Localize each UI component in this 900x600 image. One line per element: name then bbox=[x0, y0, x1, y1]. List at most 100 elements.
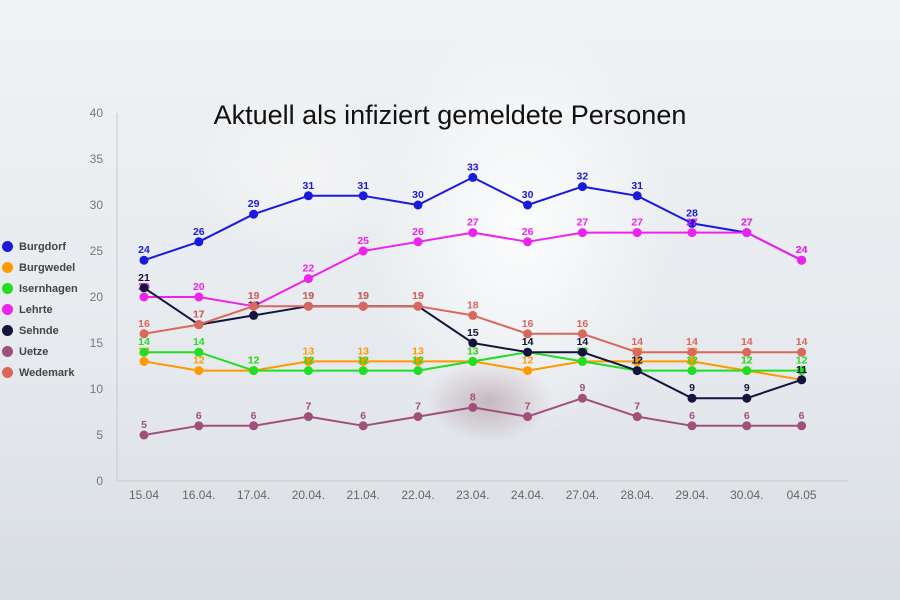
data-label-wedemark: 17 bbox=[193, 309, 205, 321]
data-label-sehnde: 19 bbox=[303, 290, 315, 302]
data-point-sehnde bbox=[523, 347, 533, 357]
x-tick-label: 21.04. bbox=[347, 488, 380, 502]
chart-title: Aktuell als infiziert gemeldete Personen bbox=[213, 100, 687, 130]
data-point-burgwedel bbox=[194, 366, 204, 376]
data-point-burgdorf bbox=[358, 191, 368, 201]
data-label-burgdorf: 26 bbox=[193, 226, 205, 238]
data-point-lehrte bbox=[303, 274, 313, 284]
data-point-wedemark bbox=[249, 301, 259, 311]
data-point-wedemark bbox=[797, 347, 807, 357]
x-tick-label: 04.05 bbox=[787, 488, 817, 502]
data-label-burgwedel: 13 bbox=[303, 345, 315, 357]
data-point-lehrte bbox=[742, 228, 752, 238]
data-point-lehrte bbox=[413, 237, 423, 247]
x-tick-label: 16.04. bbox=[182, 488, 215, 502]
data-point-lehrte bbox=[468, 228, 478, 238]
data-label-lehrte: 19 bbox=[248, 290, 260, 302]
data-point-sehnde bbox=[632, 366, 642, 376]
data-point-lehrte bbox=[139, 292, 149, 302]
x-tick-label: 22.04. bbox=[401, 488, 434, 502]
data-point-burgdorf bbox=[468, 172, 478, 182]
data-label-wedemark: 19 bbox=[303, 290, 315, 302]
data-label-sehnde: 17 bbox=[193, 309, 205, 321]
data-point-isernhagen bbox=[413, 366, 423, 376]
data-label-uetze: 7 bbox=[305, 401, 311, 413]
data-point-lehrte bbox=[358, 246, 368, 256]
data-label-burgdorf: 33 bbox=[467, 161, 479, 173]
data-label-uetze: 6 bbox=[360, 410, 366, 422]
data-label-uetze: 8 bbox=[470, 391, 476, 403]
data-point-uetze bbox=[303, 412, 313, 422]
legend-item-burgwedel: Burgwedel bbox=[2, 257, 78, 278]
data-label-isernhagen: 13 bbox=[467, 345, 479, 357]
data-point-sehnde bbox=[742, 393, 752, 403]
series-line-lehrte bbox=[144, 231, 803, 308]
data-point-uetze bbox=[413, 412, 423, 422]
data-label-wedemark: 19 bbox=[248, 290, 260, 302]
data-point-uetze bbox=[194, 421, 204, 431]
legend-label: Isernhagen bbox=[19, 282, 78, 295]
legend-item-burgdorf: Burgdorf bbox=[2, 236, 78, 257]
data-label-wedemark: 19 bbox=[357, 290, 369, 302]
data-label-burgwedel: 13 bbox=[357, 345, 369, 357]
legend-label: Wedemark bbox=[19, 366, 75, 379]
data-point-uetze bbox=[139, 430, 149, 440]
data-point-burgdorf bbox=[194, 237, 204, 247]
data-point-wedemark bbox=[577, 329, 587, 339]
data-point-lehrte bbox=[523, 237, 533, 247]
data-point-wedemark bbox=[687, 347, 697, 357]
data-point-isernhagen bbox=[358, 366, 368, 376]
y-tick-label: 25 bbox=[90, 244, 104, 258]
data-label-sehnde: 9 bbox=[744, 382, 750, 394]
data-label-burgwedel: 13 bbox=[412, 345, 424, 357]
data-label-uetze: 6 bbox=[689, 410, 695, 422]
data-label-wedemark: 14 bbox=[741, 336, 753, 348]
data-label-burgdorf: 31 bbox=[303, 180, 315, 192]
data-point-isernhagen bbox=[194, 347, 204, 357]
data-point-burgwedel bbox=[358, 356, 368, 366]
data-label-isernhagen: 14 bbox=[193, 336, 205, 348]
data-point-lehrte bbox=[194, 292, 204, 302]
data-point-uetze bbox=[577, 393, 587, 403]
data-label-burgdorf: 29 bbox=[248, 198, 260, 210]
data-label-uetze: 6 bbox=[196, 410, 202, 422]
data-label-uetze: 6 bbox=[744, 410, 750, 422]
data-label-wedemark: 18 bbox=[467, 299, 479, 311]
y-tick-label: 20 bbox=[90, 290, 104, 304]
data-point-isernhagen bbox=[687, 366, 697, 376]
data-point-uetze bbox=[249, 421, 259, 431]
data-label-burgdorf: 30 bbox=[412, 189, 424, 201]
data-point-wedemark bbox=[358, 301, 368, 311]
data-point-wedemark bbox=[468, 310, 478, 320]
data-point-burgwedel bbox=[687, 356, 697, 366]
data-point-isernhagen bbox=[468, 356, 478, 366]
data-point-isernhagen bbox=[303, 366, 313, 376]
x-tick-label: 17.04. bbox=[237, 488, 270, 502]
y-tick-label: 10 bbox=[90, 382, 104, 396]
data-label-lehrte: 27 bbox=[467, 217, 479, 229]
data-point-burgdorf bbox=[577, 182, 587, 192]
data-label-isernhagen: 12 bbox=[248, 355, 260, 367]
legend-swatch bbox=[2, 283, 13, 294]
data-label-lehrte: 27 bbox=[686, 217, 698, 229]
data-point-burgdorf bbox=[413, 200, 423, 210]
data-point-wedemark bbox=[139, 329, 149, 339]
data-label-uetze: 5 bbox=[141, 419, 147, 431]
data-point-burgdorf bbox=[303, 191, 313, 201]
data-point-burgwedel bbox=[413, 356, 423, 366]
data-label-wedemark: 16 bbox=[522, 318, 534, 330]
data-label-burgdorf: 28 bbox=[686, 207, 698, 219]
data-point-isernhagen bbox=[797, 366, 807, 376]
data-label-sehnde: 21 bbox=[138, 272, 150, 284]
x-tick-label: 24.04. bbox=[511, 488, 544, 502]
data-point-wedemark bbox=[632, 347, 642, 357]
data-label-sehnde: 12 bbox=[631, 355, 643, 367]
legend-label: Uetze bbox=[19, 345, 49, 358]
legend-label: Lehrte bbox=[19, 303, 53, 316]
data-label-lehrte: 26 bbox=[412, 226, 424, 238]
x-tick-label: 20.04. bbox=[292, 488, 325, 502]
data-point-lehrte bbox=[687, 228, 697, 238]
data-label-wedemark: 19 bbox=[412, 290, 424, 302]
legend: Burgdorf Burgwedel Isernhagen Lehrte Sehnde U… bbox=[2, 236, 78, 383]
legend-label: Burgwedel bbox=[19, 261, 76, 274]
